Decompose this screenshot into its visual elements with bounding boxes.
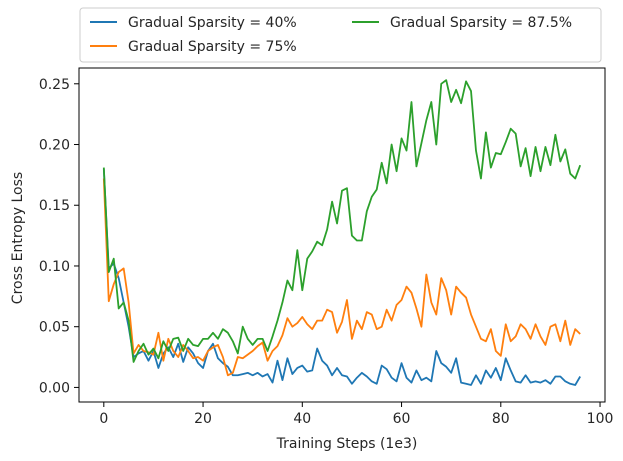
- y-tick-label: 0.05: [39, 320, 70, 336]
- y-tick-label: 0.20: [39, 138, 70, 154]
- x-tick-label: 60: [393, 411, 411, 427]
- series-line-2: [102, 178, 581, 377]
- y-tick-label: 0.25: [39, 77, 70, 93]
- axes-frame: [78, 67, 606, 403]
- x-tick-label: 0: [99, 411, 108, 427]
- x-tick-label: 80: [492, 411, 510, 427]
- legend-label-1: Gradual Sparsity = 40%: [128, 15, 297, 31]
- y-tick-label: 0.00: [39, 380, 70, 396]
- x-axis-label: Training Steps (1e3): [276, 436, 418, 452]
- series-line-1: [102, 168, 581, 386]
- plot-area: [102, 79, 582, 386]
- y-axis-label: Cross Entropy Loss: [10, 172, 26, 304]
- y-tick-label: 0.15: [39, 198, 70, 214]
- series-line-3: [102, 79, 582, 363]
- legend-label-2: Gradual Sparsity = 75%: [128, 39, 297, 55]
- x-tick-label: 100: [587, 411, 614, 427]
- legend-label-3: Gradual Sparsity = 87.5%: [390, 15, 572, 31]
- y-tick-label: 0.10: [39, 259, 70, 275]
- axes: 0 20 40 60 80 100 0.00 0.05 0.10 0.15 0.20 0.25: [39, 67, 614, 427]
- x-tick-label: 20: [194, 411, 212, 427]
- legend: Gradual Sparsity = 40% Gradual Sparsity =…: [79, 7, 602, 63]
- legend-box: [79, 7, 602, 63]
- x-tick-label: 40: [293, 411, 311, 427]
